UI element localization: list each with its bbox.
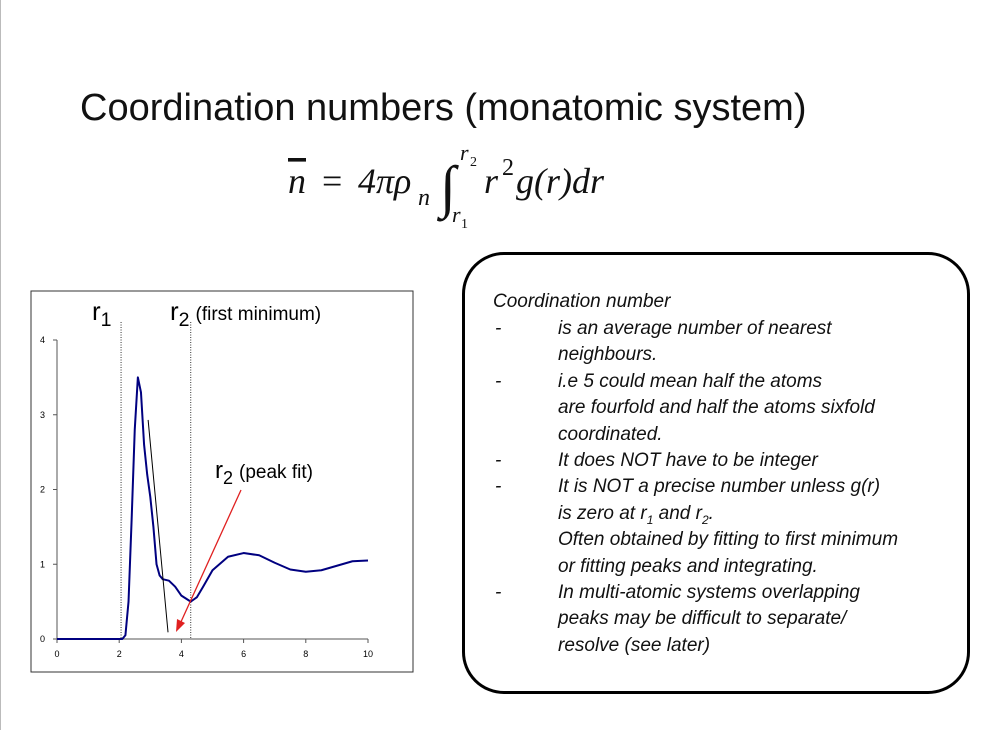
subscript: 1 xyxy=(646,512,654,527)
bullet: - xyxy=(495,476,502,498)
text-line: i.e 5 could mean half the atoms xyxy=(558,370,823,392)
formula-integrand: r xyxy=(484,161,499,201)
annotation-note: (peak fit) xyxy=(239,462,313,483)
y-tick-label: 2 xyxy=(40,485,45,495)
series-line xyxy=(57,376,369,640)
slide-edge xyxy=(0,0,1,730)
y-tick-label: 1 xyxy=(40,559,45,569)
text-line: is an average number of nearest xyxy=(558,318,832,339)
annotation-sub: 1 xyxy=(101,309,112,331)
formula-rest: g(r)dr xyxy=(516,161,605,201)
text-line: It is NOT a precise number unless g(r) xyxy=(558,476,881,498)
annotation: r2 (peak fit) xyxy=(215,457,313,488)
x-tick-label: 2 xyxy=(117,649,122,659)
annotation-arrow xyxy=(179,489,242,625)
formula-power: 2 xyxy=(502,155,514,181)
x-tick-label: 8 xyxy=(303,649,308,659)
text-line: or fitting peaks and integrating. xyxy=(558,555,818,577)
bullet: - xyxy=(495,450,502,471)
annotation: r1 xyxy=(92,296,112,331)
annotation-symbol: r xyxy=(170,296,179,326)
formula-coef: 4πρ xyxy=(358,161,411,201)
x-tick-label: 10 xyxy=(363,649,373,659)
text-line: Often obtained by fitting to first minim… xyxy=(558,529,899,551)
text-line: coordinated. xyxy=(558,423,663,445)
bullet: - xyxy=(495,582,502,603)
formula-sub: n xyxy=(418,185,430,211)
text-run: is zero at r xyxy=(558,502,647,524)
formula-upper-sub: 2 xyxy=(470,155,477,170)
text-run: . xyxy=(708,502,714,524)
formula-lhs: n xyxy=(288,161,306,201)
formula-eq: = xyxy=(322,161,342,201)
x-tick-label: 0 xyxy=(54,649,59,659)
text-run: and r xyxy=(653,502,702,524)
formula-integral: ∫ xyxy=(436,154,459,222)
y-tick-label: 3 xyxy=(40,410,45,420)
formula-lower-sub: 1 xyxy=(461,217,468,232)
text-line: is zero at r1 and r2. xyxy=(558,503,714,527)
text-line: It does NOT have to be integer xyxy=(558,450,818,471)
chart-frame xyxy=(30,290,414,673)
fit-line xyxy=(147,419,169,633)
text-line: resolve (see later) xyxy=(558,634,711,656)
annotation-sub: 2 xyxy=(223,468,233,488)
x-tick-label: 6 xyxy=(241,649,246,659)
text-box: Coordination number - is an average number… xyxy=(462,252,970,694)
y-tick-label: 4 xyxy=(40,335,45,345)
annotation: r2 (first minimum) xyxy=(170,296,321,331)
bullet: - xyxy=(495,370,502,392)
formula: n = 4πρ n ∫ r 2 r 1 r 2 g(r)dr xyxy=(288,140,605,232)
y-tick-label: 0 xyxy=(40,634,45,644)
annotation-note: (first minimum) xyxy=(196,304,322,325)
annotation-symbol: r xyxy=(215,457,223,484)
text-line: are fourfold and half the atoms sixfold xyxy=(558,397,875,419)
x-tick-label: 4 xyxy=(179,649,184,659)
text-line: peaks may be difficult to separate/ xyxy=(558,608,847,630)
subscript: 2 xyxy=(701,512,709,527)
text-line: neighbours. xyxy=(558,344,658,366)
heading: Coordination number xyxy=(493,291,671,312)
annotation-symbol: r xyxy=(92,296,101,326)
text-line: In multi-atomic systems overlapping xyxy=(558,582,860,603)
formula-lower: r xyxy=(452,202,461,227)
formula-upper: r xyxy=(460,140,469,165)
arrow-head xyxy=(176,619,185,632)
slide-title: Coordination numbers (monatomic system) xyxy=(80,87,807,129)
bullet: - xyxy=(495,318,502,339)
annotation-sub: 2 xyxy=(179,309,190,331)
